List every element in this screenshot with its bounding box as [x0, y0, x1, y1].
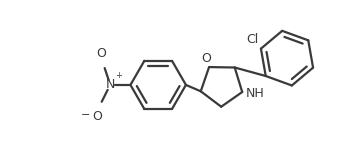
Text: +: +: [116, 71, 122, 80]
Text: NH: NH: [246, 86, 265, 99]
Text: O: O: [201, 52, 211, 65]
Text: O: O: [92, 110, 102, 123]
Text: O: O: [96, 47, 106, 60]
Text: N: N: [106, 78, 115, 91]
Text: −: −: [80, 110, 90, 120]
Text: Cl: Cl: [247, 33, 259, 46]
